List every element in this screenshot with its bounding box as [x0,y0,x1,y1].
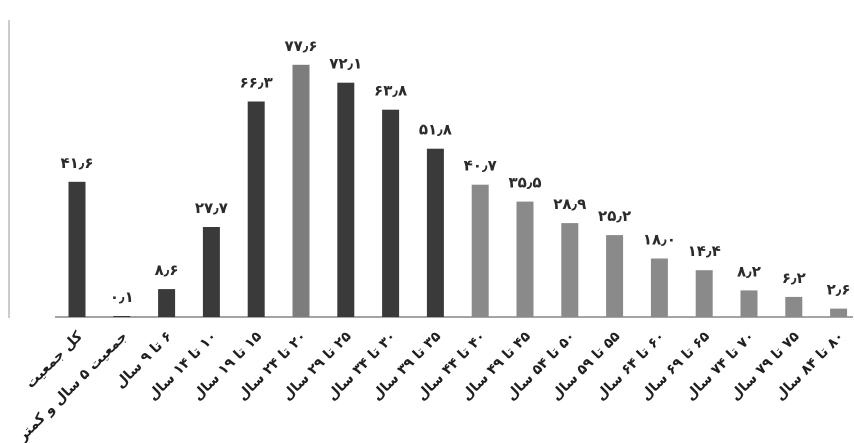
data-label: ۴۱٫۶ [60,154,93,172]
bar [247,101,265,317]
bar [561,223,579,317]
bar [202,227,220,317]
data-label: ۷۷٫۶ [284,37,317,55]
data-label: ۲۵٫۲ [598,207,631,225]
bar [830,308,848,318]
bar [337,82,355,317]
bar [740,290,758,317]
bar [785,296,803,318]
data-label: ۲۷٫۷ [195,199,228,217]
data-label: ۸٫۲ [737,262,761,280]
bar [113,316,131,317]
bar [68,181,86,317]
data-label: ۵۱٫۸ [419,121,452,139]
bar [426,148,444,317]
value-labels-group: ۴۱٫۶ ۰٫۱ ۸٫۶ ۲۷٫۷ ۶۶٫۳ ۷۷٫۶ ۷۲٫۱ ۶۳٫۸ ۵۱٫۸ ۴۰٫۷ ۳۵… [60,37,850,306]
bar [471,184,489,317]
bar [292,64,310,317]
bar [516,201,534,317]
bar [606,235,624,317]
data-label: ۰٫۱ [110,288,134,306]
data-label: ۴۰٫۷ [464,157,497,175]
data-label: ۶۶٫۳ [240,74,273,92]
data-label: ۷۲٫۱ [329,55,362,73]
data-label: ۲۸٫۹ [553,195,586,213]
data-label: ۳۵٫۵ [508,174,541,192]
data-label: ۱۸٫۰ [643,231,676,249]
bar [650,258,668,317]
data-label: ۸٫۶ [155,261,179,279]
bar [158,289,176,317]
bars-group [68,64,848,318]
bar [382,109,400,317]
data-label: ۲٫۶ [827,281,851,299]
data-label: ۶۳٫۸ [374,82,407,100]
bar [695,270,713,317]
data-label: ۱۴٫۴ [688,242,721,260]
data-label: ۶٫۲ [782,269,806,287]
